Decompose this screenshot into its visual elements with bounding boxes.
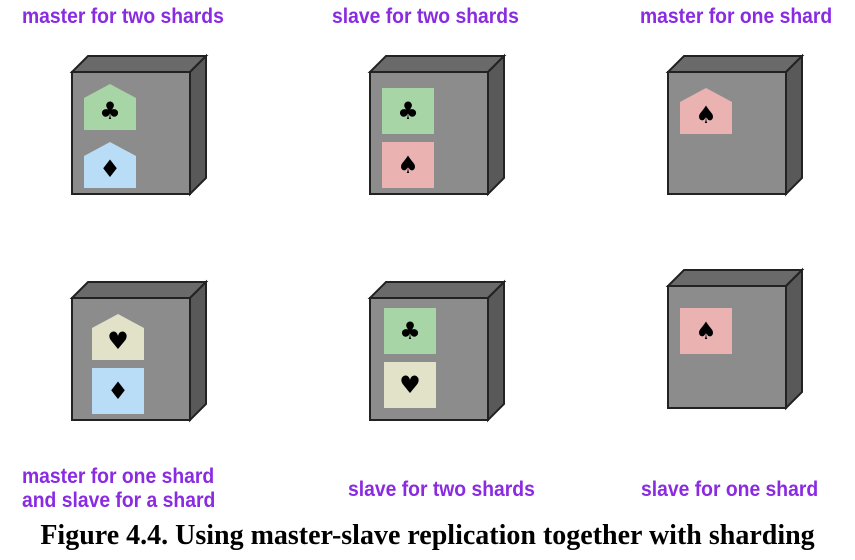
shard-club-master: ♣ bbox=[84, 84, 136, 130]
server-box-icon bbox=[69, 53, 209, 197]
figure-caption: Figure 4.4. Using master-slave replicati… bbox=[40, 520, 815, 551]
spade-icon: ♠ bbox=[695, 317, 717, 345]
shard-diamond-master: ♦ bbox=[84, 142, 136, 188]
shard-heart-slave: ♥ bbox=[384, 362, 436, 408]
shard-heart-master: ♥ bbox=[92, 314, 144, 360]
diamond-icon: ♦ bbox=[107, 377, 129, 405]
club-icon: ♣ bbox=[99, 97, 121, 125]
server-box-icon bbox=[69, 279, 209, 423]
club-icon: ♣ bbox=[399, 317, 421, 345]
shard-club-slave: ♣ bbox=[384, 308, 436, 354]
node-bottom-left bbox=[69, 279, 232, 442]
server-box-icon bbox=[367, 53, 507, 197]
label-bottom-middle: slave for two shards bbox=[348, 478, 535, 501]
diamond-icon: ♦ bbox=[99, 155, 121, 183]
server-box-icon bbox=[665, 53, 805, 197]
label-top-right: master for one shard bbox=[640, 5, 833, 28]
heart-icon: ♥ bbox=[399, 371, 421, 399]
shard-diamond-slave: ♦ bbox=[92, 368, 144, 414]
shard-spade-slave: ♠ bbox=[680, 308, 732, 354]
node-top-middle bbox=[367, 53, 530, 216]
club-icon: ♣ bbox=[397, 97, 419, 125]
shard-club-slave: ♣ bbox=[382, 88, 434, 134]
label-bottom-left-line2: and slave for a shard bbox=[22, 489, 216, 512]
label-top-left: master for two shards bbox=[22, 5, 224, 28]
label-bottom-left-line1: master for one shard bbox=[22, 465, 215, 488]
shard-spade-master: ♠ bbox=[680, 88, 732, 134]
heart-icon: ♥ bbox=[107, 327, 129, 355]
spade-icon: ♠ bbox=[695, 101, 717, 129]
label-top-middle: slave for two shards bbox=[332, 5, 519, 28]
node-top-right bbox=[665, 53, 828, 216]
label-bottom-right: slave for one shard bbox=[641, 478, 819, 501]
spade-icon: ♠ bbox=[397, 151, 419, 179]
shard-spade-slave: ♠ bbox=[382, 142, 434, 188]
node-top-left bbox=[69, 53, 232, 216]
